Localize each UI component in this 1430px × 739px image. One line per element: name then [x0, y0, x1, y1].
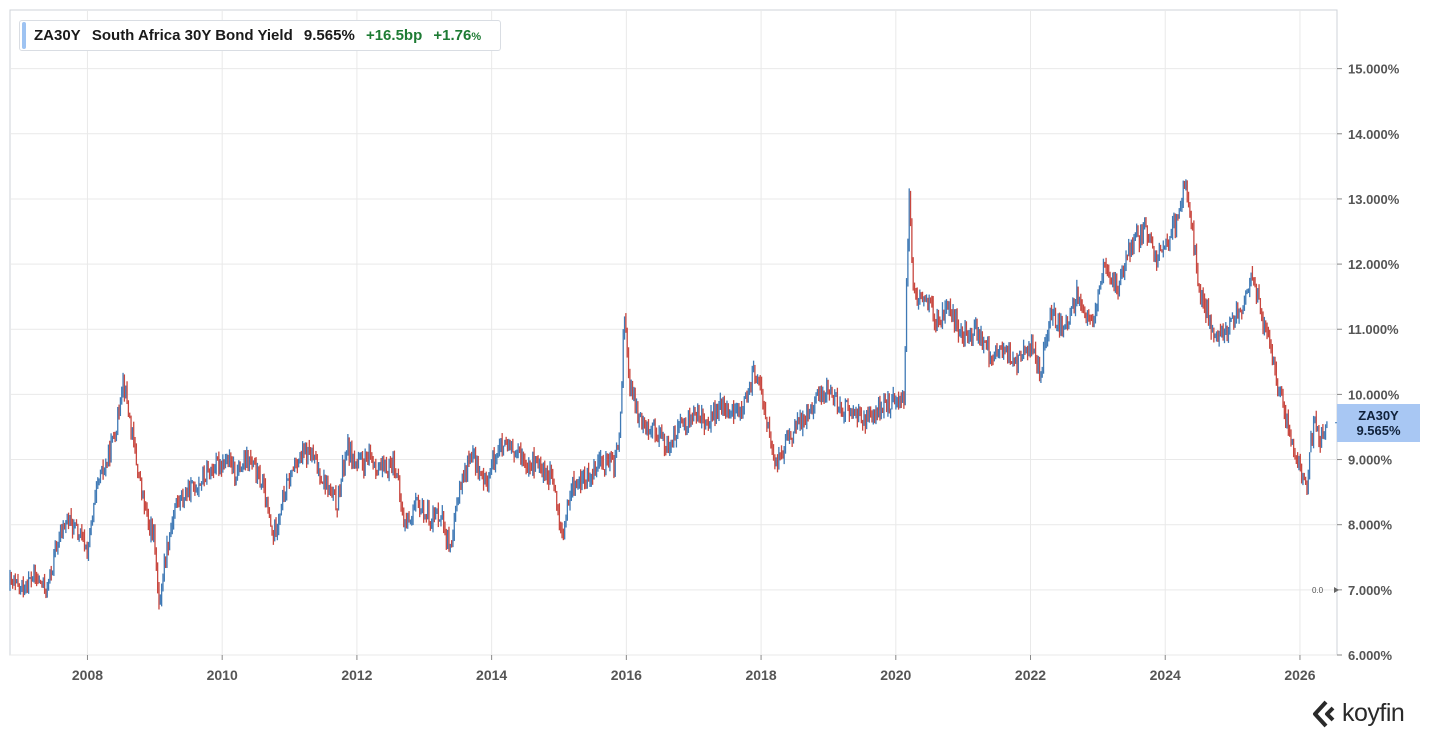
y-tick-label: 12.000%	[1348, 257, 1400, 272]
axes: 6.000% 7.000% 8.000% 9.000% 10.000% 11.000% 12…	[72, 62, 1400, 683]
x-tick-label: 2010	[207, 667, 238, 683]
y-tick-label: 7.000%	[1348, 583, 1393, 598]
y-tick-label: 14.000%	[1348, 127, 1400, 142]
x-tick-label: 2022	[1015, 667, 1046, 683]
x-tick-label: 2014	[476, 667, 507, 683]
x-tick-label: 2018	[745, 667, 776, 683]
last-tag-ticker: ZA30Y	[1358, 408, 1399, 423]
last-value-tag: ZA30Y 9.565%	[1337, 404, 1420, 442]
koyfin-logo: koyfin	[1312, 699, 1405, 728]
y-tick-label: 15.000%	[1348, 62, 1400, 77]
x-tick-label: 2024	[1150, 667, 1181, 683]
koyfin-logo-icon	[1313, 700, 1335, 727]
legend-value: 9.565%	[303, 27, 355, 44]
grid-lines	[9, 9, 1338, 656]
legend-change-pct: +1.76%	[433, 27, 482, 44]
x-tick-label: 2012	[341, 667, 372, 683]
x-tick-label: 2008	[72, 667, 103, 683]
brand-name: koyfin	[1342, 699, 1405, 727]
y-tick-label: 9.000%	[1348, 453, 1393, 468]
ohlc-series	[9, 179, 1328, 610]
chart-legend[interactable]: ZA30Y South Africa 30Y Bond Yield 9.565%…	[19, 20, 501, 51]
y-tick-label: 10.000%	[1348, 387, 1400, 402]
legend-name: South Africa 30Y Bond Yield	[91, 27, 293, 44]
x-tick-label: 2020	[880, 667, 911, 683]
y-tick-label: 13.000%	[1348, 192, 1400, 207]
legend-ticker: ZA30Y	[34, 27, 81, 44]
y-tick-label: 8.000%	[1348, 518, 1393, 533]
y-tick-label: 11.000%	[1348, 322, 1399, 337]
series-color-swatch	[22, 22, 26, 49]
zero-marker-arrow	[1334, 587, 1339, 593]
legend-text: ZA30Y South Africa 30Y Bond Yield 9.565%…	[34, 27, 488, 44]
plot-frame	[9, 9, 1338, 656]
zero-marker-label: 0.0	[1312, 586, 1324, 595]
x-tick-label: 2016	[611, 667, 642, 683]
x-tick-label: 2026	[1284, 667, 1315, 683]
y-tick-label: 6.000%	[1348, 648, 1393, 663]
legend-change-bp: +16.5bp	[365, 27, 423, 44]
last-tag-value: 9.565%	[1356, 423, 1401, 438]
